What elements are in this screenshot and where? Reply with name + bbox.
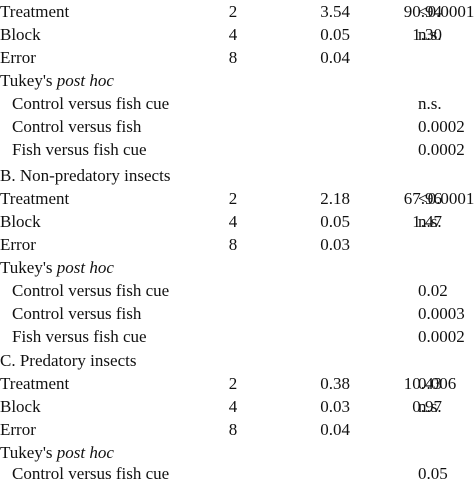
comparison-label: Fish versus fish cue (12, 140, 147, 159)
posthoc-label: Tukey's (0, 443, 57, 462)
comparison-label: Control versus fish cue (12, 94, 170, 113)
source-label: Block (0, 25, 41, 44)
p-value: <0.0001 (418, 189, 474, 208)
df-value: 4 (228, 397, 238, 416)
df-value: 2 (228, 189, 238, 208)
table-row: Treatment 2 0.38 10.43 0.006 (0, 372, 474, 395)
section-title: B. Non-predatory insects (0, 166, 171, 185)
table-row: Error 8 0.04 (0, 46, 474, 69)
posthoc-italic: post hoc (56, 443, 114, 462)
table-row: Block 4 0.03 0.97 n.s. (0, 395, 474, 418)
ms-value: 0.04 (320, 48, 350, 67)
ms-value: 0.38 (320, 374, 350, 393)
df-value: 8 (228, 420, 238, 439)
source-label: Error (0, 420, 36, 439)
comparison-row: Control versus fish cue 0.02 (0, 279, 474, 302)
p-value: 0.0002 (418, 327, 465, 346)
source-label: Block (0, 212, 41, 231)
p-value: n.s. (418, 94, 442, 113)
f-value: 1.30 (412, 25, 442, 44)
f-value: 1.47 (412, 212, 442, 231)
comparison-label: Control versus fish cue (12, 281, 170, 300)
source-label: Error (0, 48, 36, 67)
ms-value: 2.18 (320, 189, 350, 208)
table-row: Error 8 0.03 (0, 233, 474, 256)
ms-value: 0.05 (320, 25, 350, 44)
section-title: C. Predatory insects (0, 351, 137, 370)
comparison-row: Control versus fish cue n.s. (0, 92, 474, 115)
table-row: Treatment 2 3.54 90.94 <0.0001 (0, 0, 474, 23)
df-value: 8 (228, 48, 238, 67)
ms-value: 0.03 (320, 397, 350, 416)
comparison-label: Fish versus fish cue (12, 327, 147, 346)
df-value: 4 (228, 25, 238, 44)
p-value: <0.0001 (418, 2, 474, 21)
posthoc-italic: post hoc (56, 71, 114, 90)
comparison-label: Control versus fish (12, 304, 142, 323)
f-value: 67.96 (403, 189, 442, 208)
p-value: 0.0002 (418, 117, 465, 136)
section-heading: C. Predatory insects (0, 349, 474, 372)
comparison-label: Control versus fish (12, 117, 142, 136)
posthoc-label: Tukey's (0, 258, 57, 277)
df-value: 8 (228, 235, 238, 254)
p-value: n.s. (418, 25, 442, 44)
p-value: 0.0003 (418, 304, 465, 323)
p-value: 0.02 (418, 281, 448, 300)
comparison-row: Control versus fish 0.0003 (0, 302, 474, 325)
source-label: Error (0, 235, 36, 254)
posthoc-heading: Tukey's post hoc (0, 69, 474, 92)
p-value: n.s. (418, 212, 442, 231)
posthoc-heading: Tukey's post hoc (0, 441, 474, 464)
posthoc-italic: post hoc (56, 258, 114, 277)
comparison-row: Control versus fish 0.0002 (0, 115, 474, 138)
table-row: Block 4 0.05 1.47 n.s. (0, 210, 474, 233)
ms-value: 0.03 (320, 235, 350, 254)
f-value: 10.43 (403, 374, 442, 393)
table-row: Treatment 2 2.18 67.96 <0.0001 (0, 187, 474, 210)
f-value: 90.94 (403, 2, 442, 21)
p-value: n.s. (418, 397, 442, 416)
p-value: 0.0002 (418, 140, 465, 159)
source-label: Treatment (0, 2, 70, 21)
table-row: Error 8 0.04 (0, 418, 474, 441)
posthoc-label: Tukey's (0, 71, 57, 90)
df-value: 2 (228, 374, 238, 393)
comparison-row: Fish versus fish cue 0.0002 (0, 138, 474, 161)
source-label: Treatment (0, 189, 70, 208)
comparison-row: Fish versus fish cue 0.0002 (0, 325, 474, 348)
section-heading: B. Non-predatory insects (0, 164, 474, 187)
ms-value: 0.05 (320, 212, 350, 231)
source-label: Block (0, 397, 41, 416)
p-value: 0.006 (418, 374, 457, 393)
df-value: 2 (228, 2, 238, 21)
ms-value: 3.54 (320, 2, 350, 21)
f-value: 0.97 (412, 397, 442, 416)
table-row: Block 4 0.05 1.30 n.s. (0, 23, 474, 46)
source-label: Treatment (0, 374, 70, 393)
posthoc-heading: Tukey's post hoc (0, 256, 474, 279)
df-value: 4 (228, 212, 238, 231)
ms-value: 0.04 (320, 420, 350, 439)
